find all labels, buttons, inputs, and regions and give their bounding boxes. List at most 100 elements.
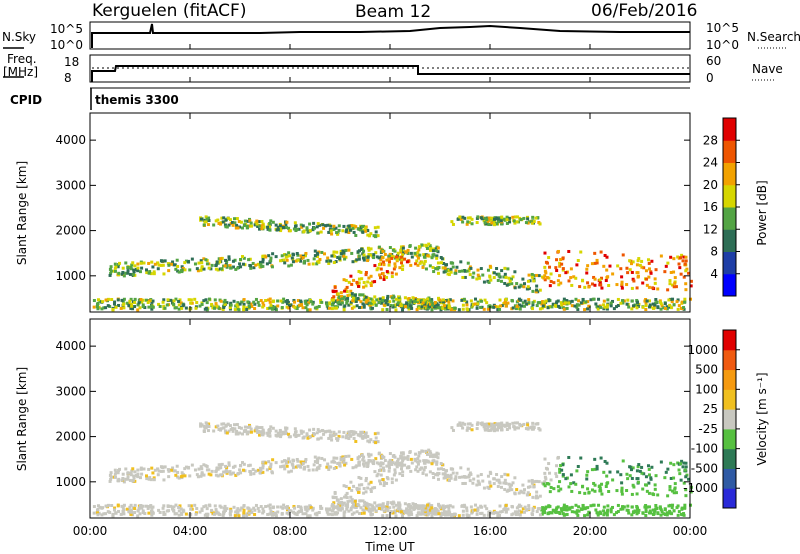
- velocity-cell: [683, 506, 687, 510]
- power-cell: [214, 267, 218, 271]
- power-cell: [393, 249, 397, 253]
- velocity-cell: [668, 488, 672, 492]
- power-cell: [557, 283, 561, 287]
- velocity-cell: [304, 512, 308, 516]
- velocity-cell: [203, 513, 207, 517]
- velocity-cell: [136, 475, 140, 479]
- power-cell: [417, 245, 421, 249]
- velocity-cell: [367, 503, 371, 507]
- velocity-cell: [581, 503, 585, 507]
- power-cell: [525, 302, 529, 306]
- velocity-cell: [225, 431, 229, 435]
- power-cell: [689, 297, 693, 301]
- velocity-heatmap: [92, 421, 693, 518]
- velocity-cell: [399, 456, 403, 460]
- velocity-cell: [522, 491, 526, 495]
- power-cell: [565, 306, 569, 310]
- power-cell: [260, 227, 264, 231]
- cpid-value: themis 3300: [95, 93, 179, 107]
- velocity-cell: [299, 465, 303, 469]
- power-cell: [242, 298, 246, 302]
- velocity-cell: [212, 512, 216, 516]
- velocity-cell: [492, 477, 496, 481]
- velocity-cell: [218, 466, 222, 470]
- power-cell: [673, 276, 677, 280]
- velocity-cell: [523, 505, 527, 509]
- power-cell: [139, 298, 143, 302]
- power-cell: [441, 298, 445, 302]
- velocity-cell: [671, 503, 675, 507]
- power-cell: [357, 227, 361, 231]
- power-cell: [611, 272, 615, 276]
- power-cell: [130, 304, 134, 308]
- power-cell: [364, 229, 368, 233]
- velocity-cell: [660, 510, 664, 514]
- velocity-cell: [175, 464, 179, 468]
- power-cell: [666, 288, 670, 292]
- power-cell: [104, 298, 108, 302]
- power-cell: [487, 280, 491, 284]
- power-cell: [521, 277, 525, 281]
- power-cell: [667, 305, 671, 309]
- power-cell: [616, 297, 620, 301]
- power-cell: [522, 285, 526, 289]
- velocity-cell: [505, 421, 509, 425]
- velocity-cell: [439, 467, 443, 471]
- nave-tick-low: 0: [706, 71, 714, 85]
- power-cell: [200, 265, 204, 269]
- power-cell: [352, 224, 356, 228]
- velocity-cell: [651, 492, 655, 496]
- power-cell: [682, 275, 686, 279]
- y-tick-label: 1000: [55, 269, 86, 283]
- power-cell: [616, 304, 620, 308]
- power-cell: [190, 301, 194, 305]
- power-cell: [453, 271, 457, 275]
- power-cell: [111, 307, 115, 311]
- power-cell: [572, 275, 576, 279]
- velocity-cell: [125, 507, 129, 511]
- velocity-cell: [189, 507, 193, 511]
- velocity-cell: [311, 508, 315, 512]
- power-cell: [562, 297, 566, 301]
- velocity-cell: [284, 459, 288, 463]
- power-cell: [382, 263, 386, 267]
- velocity-cell: [647, 467, 651, 471]
- velocity-cell: [133, 507, 137, 511]
- power-cell: [397, 297, 401, 301]
- power-cell: [647, 299, 651, 303]
- velocity-cell: [428, 506, 432, 510]
- velocity-cell: [361, 462, 365, 466]
- power-cell: [385, 275, 389, 279]
- power-cell: [486, 219, 490, 223]
- power-cell: [642, 266, 646, 270]
- y-tick-label: 3000: [55, 178, 86, 192]
- power-cell: [305, 227, 309, 231]
- power-cell: [313, 254, 317, 258]
- velocity-cell: [413, 505, 417, 509]
- power-cell: [176, 264, 180, 268]
- power-cell: [227, 223, 231, 227]
- velocity-cell: [345, 505, 349, 509]
- power-cell: [130, 263, 134, 267]
- velocity-cell: [431, 455, 435, 459]
- power-cell: [329, 259, 333, 263]
- power-cell: [225, 264, 229, 268]
- velocity-cell: [351, 501, 355, 505]
- velocity-cell: [233, 514, 237, 518]
- power-cell: [331, 301, 335, 305]
- power-cell: [574, 297, 578, 301]
- colorbar-tick-label: 4: [710, 267, 718, 281]
- velocity-cell: [600, 482, 604, 486]
- power-cell: [96, 298, 100, 302]
- velocity-cell: [570, 510, 574, 514]
- power-cell: [524, 221, 528, 225]
- colorbar-swatch: [723, 330, 736, 351]
- velocity-cell: [219, 505, 223, 509]
- velocity-cell: [415, 465, 419, 469]
- velocity-cell: [259, 505, 263, 509]
- velocity-cell: [519, 424, 523, 428]
- velocity-cell: [508, 426, 512, 430]
- velocity-cell: [300, 509, 304, 513]
- power-cell: [301, 224, 305, 228]
- velocity-cell: [374, 509, 378, 513]
